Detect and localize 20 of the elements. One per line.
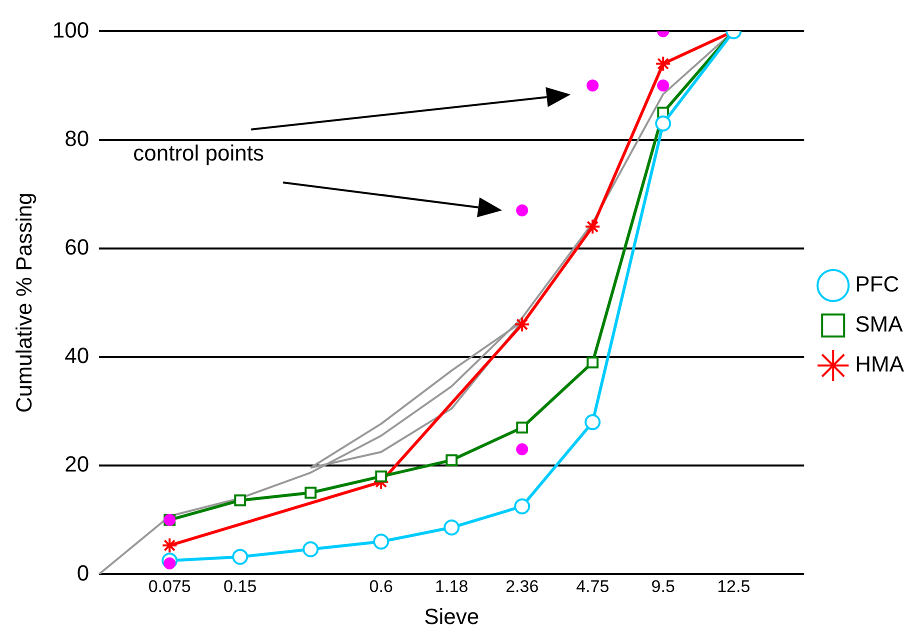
x-axis-title: Sieve [424,604,480,629]
x-tick-label: 2.36 [506,577,539,596]
x-tick-label: 0.15 [224,577,257,596]
x-tick-label: 1.18 [435,577,468,596]
y-tick-label: 80 [64,126,90,151]
x-tick-label: 0.6 [369,577,393,596]
legend-label: HMA [855,352,904,377]
x-tick-label: 9.5 [651,577,675,596]
y-tick-label: 60 [64,234,90,260]
annotation: control points [133,140,264,166]
legend-label: PFC [855,272,900,297]
y-tick-label: 20 [64,452,90,477]
legend-label: SMA [855,312,904,337]
y-axis-title: Cumulative % Passing [11,192,36,413]
x-tick-label: 12.5 [717,577,750,596]
y-tick-label: 100 [52,17,90,42]
x-tick-label: 4.75 [576,577,610,596]
y-tick-label: 40 [64,343,90,368]
y-tick-label: 0 [76,560,90,586]
x-tick-label: 0.075 [148,577,191,596]
